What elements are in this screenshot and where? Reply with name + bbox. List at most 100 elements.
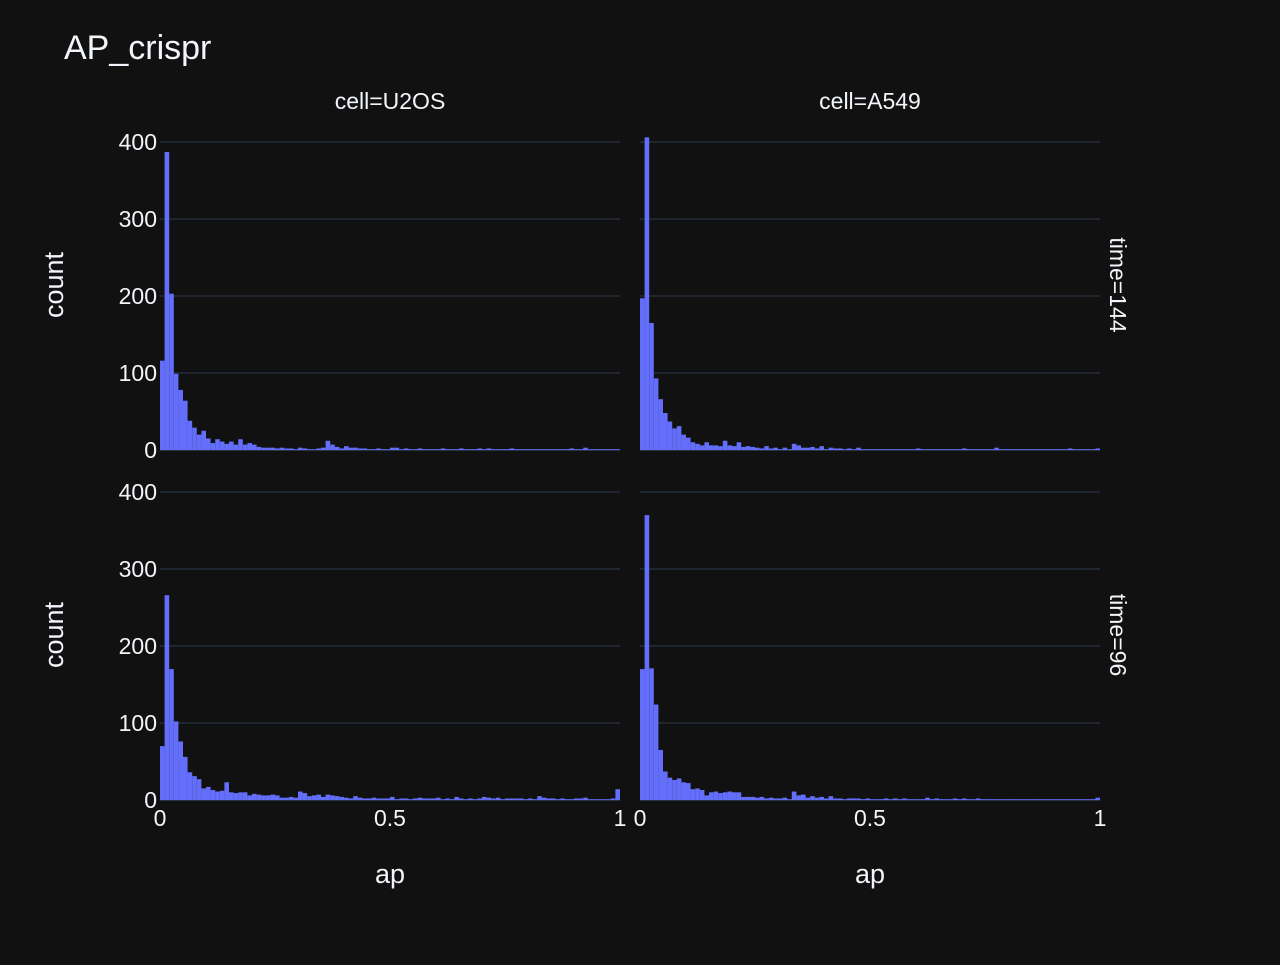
histogram-bar bbox=[810, 796, 815, 800]
histogram-bar bbox=[1035, 449, 1041, 450]
histogram-bar bbox=[883, 798, 889, 800]
histogram-bar bbox=[989, 799, 995, 800]
histogram-bar bbox=[615, 449, 620, 450]
histogram-bar bbox=[436, 797, 441, 800]
histogram-bar bbox=[690, 789, 696, 800]
histogram-bar bbox=[436, 449, 441, 450]
histogram-bar bbox=[445, 449, 450, 450]
histogram-bar bbox=[334, 796, 340, 800]
x-axis-label-left: ap bbox=[375, 859, 405, 889]
histogram-bar bbox=[440, 448, 446, 450]
histogram-bar bbox=[1017, 449, 1022, 450]
histogram-bar bbox=[495, 449, 501, 450]
histogram-bar bbox=[952, 798, 958, 800]
histogram-bar bbox=[663, 413, 668, 450]
histogram-bar bbox=[810, 446, 815, 450]
histogram-bar bbox=[592, 449, 597, 450]
histogram-bar bbox=[344, 797, 349, 800]
histogram-bar bbox=[929, 799, 935, 800]
histogram-bar bbox=[865, 449, 870, 450]
histogram-bar bbox=[1008, 449, 1013, 450]
histogram-bar bbox=[1077, 799, 1082, 800]
histogram-bar bbox=[615, 789, 620, 800]
histogram-bar bbox=[759, 796, 765, 800]
histogram-bar bbox=[560, 798, 565, 800]
histogram-bar bbox=[606, 799, 611, 800]
histogram-bar bbox=[183, 756, 188, 800]
histogram-bar bbox=[722, 792, 728, 800]
histogram-bar bbox=[649, 668, 654, 800]
histogram-bar bbox=[367, 798, 372, 800]
histogram-bar bbox=[980, 799, 985, 800]
histogram-bar bbox=[569, 799, 574, 800]
histogram-bar bbox=[311, 449, 317, 450]
x-tick-label: 1 bbox=[614, 805, 627, 831]
histogram-bar bbox=[1081, 449, 1087, 450]
histogram-bar bbox=[265, 447, 271, 450]
histogram-bar bbox=[514, 449, 519, 450]
histogram-bar bbox=[971, 799, 976, 800]
histogram-bar bbox=[293, 797, 298, 800]
histogram-bar bbox=[173, 373, 179, 450]
histogram-bar bbox=[569, 448, 574, 450]
histogram-bar bbox=[417, 797, 423, 800]
histogram-bar bbox=[224, 443, 229, 450]
histogram-bar bbox=[247, 443, 252, 450]
histogram-bar bbox=[610, 449, 616, 450]
y-tick-label: 200 bbox=[119, 283, 157, 309]
histogram-bar bbox=[971, 449, 976, 450]
histogram-bar bbox=[390, 796, 395, 800]
histogram-bar bbox=[518, 449, 524, 450]
histogram-bar bbox=[681, 434, 686, 450]
histogram-bar bbox=[764, 798, 769, 800]
histogram-bar bbox=[408, 449, 413, 450]
histogram-bar bbox=[394, 447, 400, 450]
histogram-bar bbox=[865, 798, 870, 800]
histogram-bar bbox=[1077, 449, 1082, 450]
histogram-bar bbox=[486, 797, 492, 800]
histogram-bar bbox=[509, 798, 515, 800]
histogram-bar bbox=[532, 449, 538, 450]
histogram-bar bbox=[883, 449, 889, 450]
histogram-bar bbox=[523, 799, 528, 800]
histogram-bar bbox=[215, 791, 220, 800]
histogram-bar bbox=[713, 791, 719, 800]
histogram-bar bbox=[704, 442, 709, 450]
histogram-bar bbox=[856, 447, 861, 450]
histogram-bar bbox=[468, 798, 473, 800]
histogram-bar bbox=[247, 795, 252, 800]
x-axis-label-right: ap bbox=[855, 859, 885, 889]
histogram-bar bbox=[528, 798, 533, 800]
histogram-bar bbox=[847, 798, 852, 800]
histogram-bar bbox=[293, 449, 298, 450]
x-tick-label: 0 bbox=[154, 805, 167, 831]
histogram-bar bbox=[307, 796, 312, 800]
histogram-bar bbox=[1072, 449, 1077, 450]
histogram-bar bbox=[482, 449, 487, 450]
histogram-bar bbox=[874, 449, 880, 450]
histogram-bar bbox=[564, 799, 570, 800]
histogram-bar bbox=[431, 798, 436, 800]
histogram-bar bbox=[1049, 449, 1054, 450]
histogram-bar bbox=[164, 595, 170, 800]
histogram-bar bbox=[275, 448, 280, 450]
x-tick-label: 0.5 bbox=[854, 805, 886, 831]
histogram-bar bbox=[445, 798, 450, 800]
histogram-bar bbox=[975, 798, 981, 800]
histogram-bar bbox=[902, 798, 907, 800]
histogram-bar bbox=[417, 448, 423, 450]
histogram-bar bbox=[183, 400, 188, 450]
histogram-bar bbox=[242, 444, 248, 450]
histogram-bar bbox=[518, 798, 524, 800]
histogram-bar bbox=[468, 449, 473, 450]
x-tick-label: 0.5 bbox=[374, 805, 406, 831]
text-layer: AP_crispr cell=U2OS cell=A549 time=144 t… bbox=[39, 29, 1131, 889]
histogram-bar bbox=[658, 399, 663, 450]
histogram-bar bbox=[1081, 799, 1087, 800]
histogram-bar bbox=[178, 389, 183, 450]
histogram-bar bbox=[196, 434, 202, 450]
histogram-bar bbox=[870, 449, 875, 450]
histogram-bar bbox=[897, 449, 903, 450]
histogram-bar bbox=[334, 446, 340, 450]
